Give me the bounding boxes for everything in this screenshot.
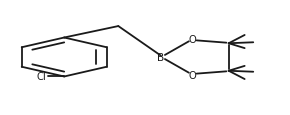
Text: Cl: Cl: [37, 72, 46, 82]
Text: B: B: [157, 53, 164, 62]
Text: O: O: [189, 35, 197, 45]
Text: O: O: [189, 70, 197, 80]
